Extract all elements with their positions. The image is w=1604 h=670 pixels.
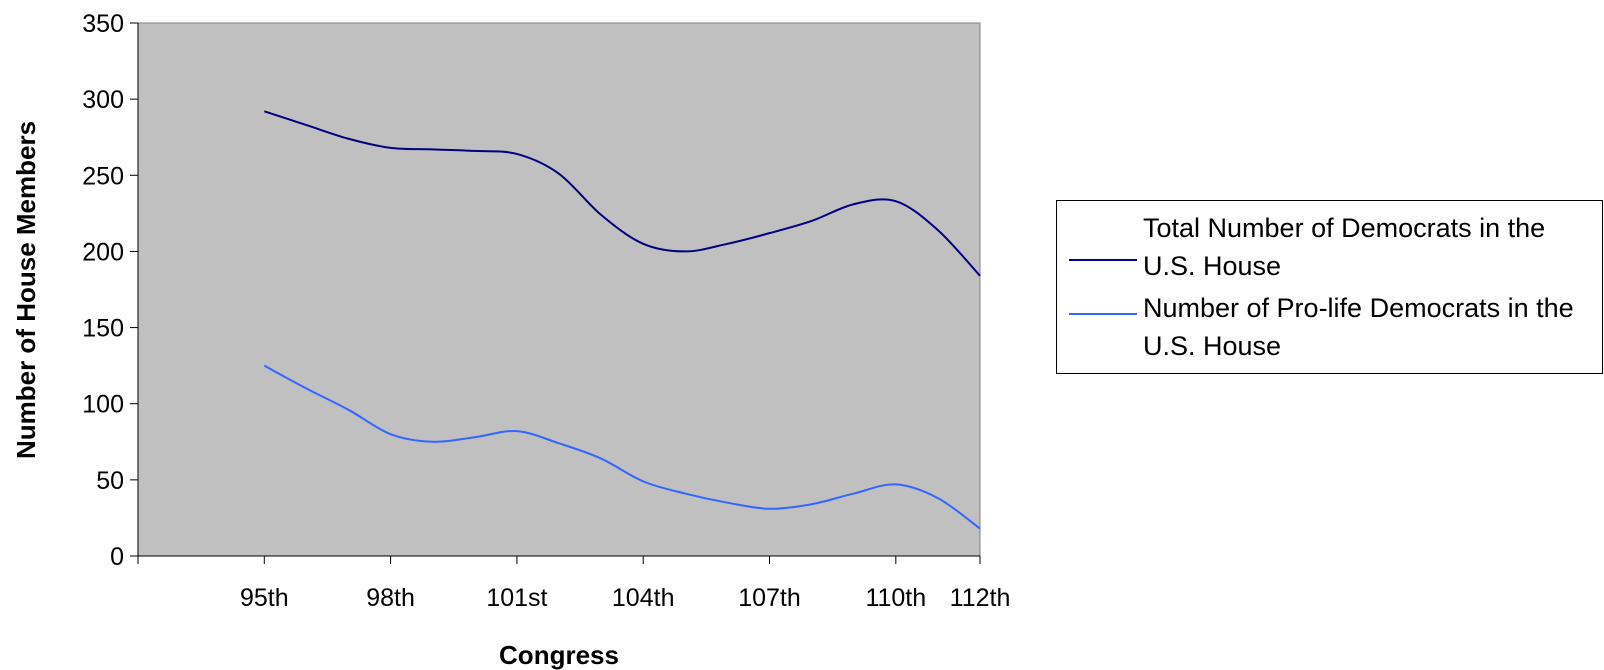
x-tick-label-101st: 101st: [486, 584, 547, 612]
y-tick-label-300: 300: [82, 86, 124, 114]
x-tick-label-110th: 110th: [865, 584, 926, 612]
y-tick-label-50: 50: [96, 467, 124, 495]
plot-area: [137, 22, 981, 557]
x-tick-label-98th: 98th: [366, 584, 415, 612]
series-line-total-democrats: [263, 110, 981, 277]
x-axis: 95th 98th 101st 104th 107th 110th 112th: [137, 555, 1011, 612]
x-tick-label-107th: 107th: [738, 584, 801, 612]
y-tick-label-200: 200: [82, 238, 124, 266]
y-tick-label-0: 0: [110, 543, 124, 571]
x-tick-label-95th: 95th: [240, 584, 289, 612]
x-axis-title: Congress: [499, 640, 619, 670]
legend-label-total-democrats: Total Number of Democrats in the U.S. Ho…: [1143, 213, 1546, 281]
legend-swatch-pro-life-democrats: [1069, 313, 1137, 315]
x-tick-label-104th: 104th: [612, 584, 675, 612]
chart-legend: Total Number of Democrats in the U.S. Ho…: [1056, 200, 1603, 374]
legend-swatch-total-democrats: [1069, 259, 1137, 261]
y-tick-label-250: 250: [82, 162, 124, 190]
y-axis-title: Number of House Members: [11, 121, 41, 459]
y-tick-label-350: 350: [82, 10, 124, 38]
y-tick-label-100: 100: [82, 391, 124, 419]
y-axis: 0 50 100 150 200 250 300 350: [82, 10, 139, 571]
series-layer: [263, 110, 981, 530]
x-tick-label-112th: 112th: [950, 584, 1011, 612]
y-tick-label-150: 150: [82, 315, 124, 343]
series-line-pro-life-democrats: [263, 364, 981, 530]
legend-label-pro-life-democrats: Number of Pro-life Democrats in the U.S.…: [1143, 293, 1574, 361]
